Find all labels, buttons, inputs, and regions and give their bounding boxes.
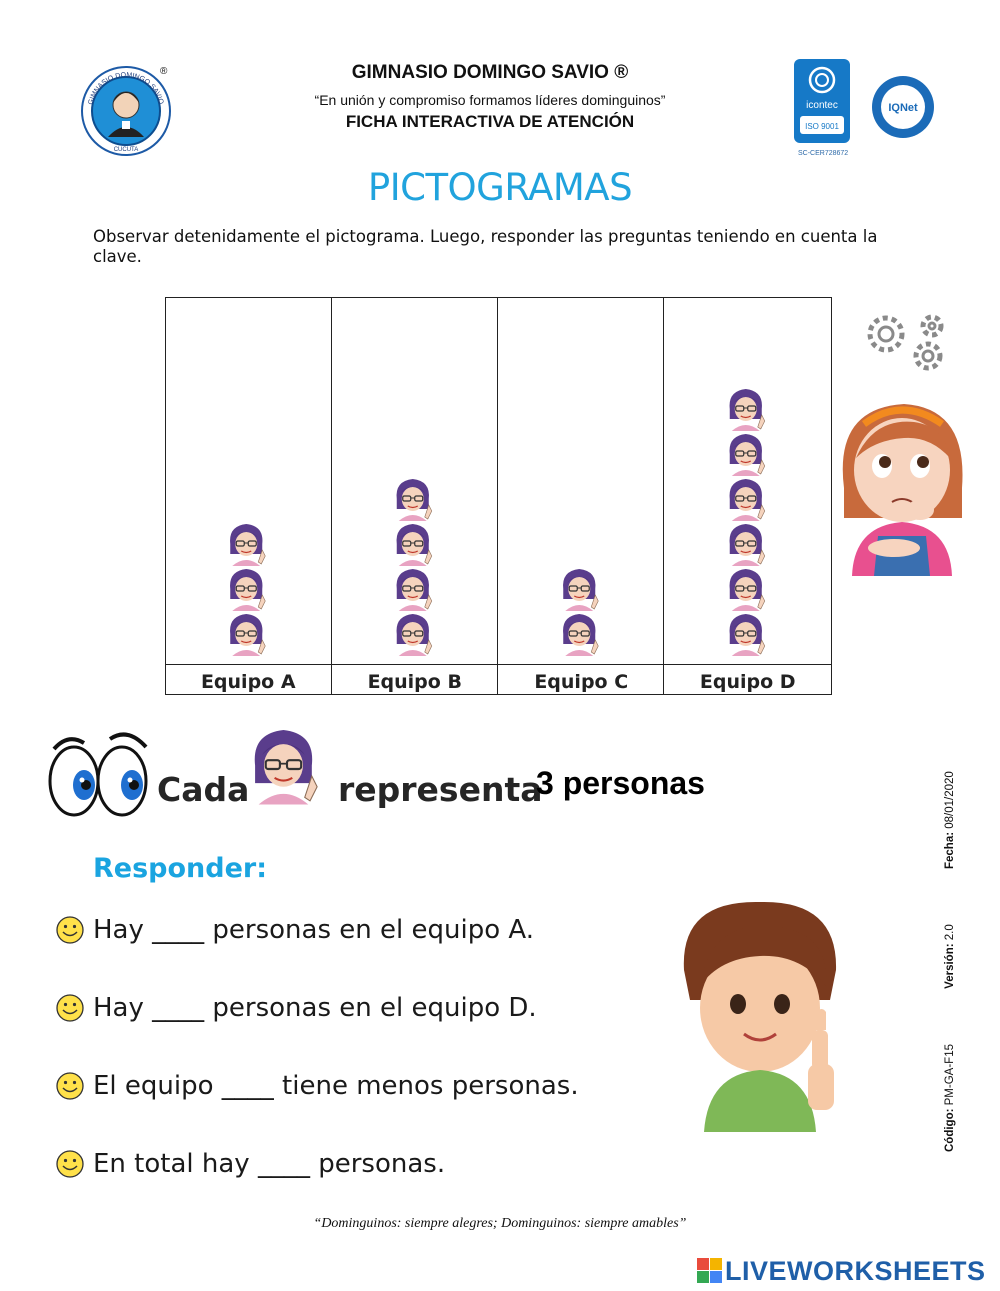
question-text: Hay ____ personas en el equipo A.	[93, 915, 534, 945]
document-meta: Código: PM-GA-F15 Versión: 2.0 Fecha: 08…	[944, 771, 968, 1152]
school-motto: “En unión y compromiso formamos líderes …	[314, 92, 666, 108]
iqnet-label: IQNet	[888, 102, 918, 114]
liveworksheets-icon	[697, 1258, 722, 1283]
cert-code: SC-CER728672	[798, 150, 849, 157]
question-1: Hay ____ personas en el equipo A.	[55, 910, 534, 950]
smiley-icon	[56, 1072, 84, 1100]
smiley-icon	[56, 1150, 84, 1178]
icontec-badge: icontec ISO 9001	[794, 59, 850, 143]
question-4: En total hay ____ personas.	[55, 1144, 445, 1184]
school-name: GIMNASIO DOMINGO SAVIO ®	[351, 62, 629, 83]
category-label: Equipo D	[700, 671, 796, 693]
category-label: Equipo C	[534, 671, 628, 693]
key-word-each: Cada	[157, 770, 250, 809]
icontec-iso: ISO 9001	[805, 122, 839, 131]
footer-motto: “Dominguinos: siempre alegres; Dominguin…	[313, 1216, 687, 1231]
key-value: 3 personas	[536, 765, 705, 801]
logo-text-bottom: CUCUTA	[114, 147, 139, 153]
doc-version: Versión: 2.0	[944, 924, 956, 989]
gears-icon	[867, 314, 944, 371]
pictogram-column-1	[229, 523, 266, 657]
question-text: Hay ____ personas en el equipo D.	[93, 993, 537, 1023]
thinking-girl-image	[842, 404, 963, 576]
question-3: El equipo ____ tiene menos personas.	[55, 1066, 579, 1106]
category-label: Equipo B	[368, 671, 462, 693]
thumbs-up-boy-image	[683, 901, 837, 1132]
liveworksheets-logo: LIVEWORKSHEETS	[697, 1256, 997, 1286]
doc-code: Código: PM-GA-F15	[944, 1044, 956, 1152]
registered-mark: ®	[160, 66, 168, 77]
responder-label: Responder:	[93, 853, 268, 884]
girl-avatar-icon	[253, 730, 319, 806]
liveworksheets-text: LIVEWORKSHEETS	[725, 1255, 986, 1286]
key-word-represents: representa	[338, 770, 543, 809]
smiley-icon	[56, 916, 84, 944]
pictogram-chart: Equipo A Equipo B Equipo C Equipo D	[165, 297, 832, 695]
question-text: En total hay ____ personas.	[93, 1149, 446, 1179]
page-title: PICTOGRAMAS	[367, 166, 633, 209]
instructions: Observar detenidamente el pictograma. Lu…	[93, 227, 878, 266]
eyes-icon	[48, 732, 148, 817]
doc-date: Fecha: 08/01/2020	[944, 771, 956, 870]
category-label: Equipo A	[201, 671, 296, 693]
sheet-type: FICHA INTERACTIVA DE ATENCIÓN	[345, 112, 635, 131]
school-logo: GIMNASIO DOMINGO SAVIO CUCUTA	[81, 66, 171, 156]
icontec-label: icontec	[806, 100, 838, 111]
question-2: Hay ____ personas en el equipo D.	[55, 988, 537, 1028]
smiley-icon	[56, 994, 84, 1022]
question-text: El equipo ____ tiene menos personas.	[93, 1071, 579, 1101]
iqnet-badge: IQNet	[872, 76, 934, 138]
